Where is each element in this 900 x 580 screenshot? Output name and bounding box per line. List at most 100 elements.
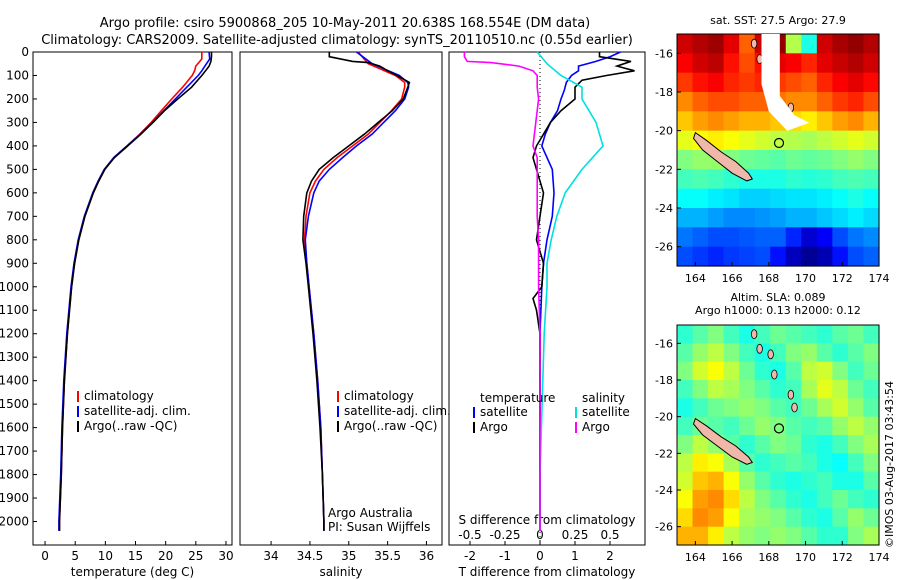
sla-map-cell: [847, 343, 865, 363]
timestamp-label: ©IMOS 03-Aug-2017 03:43:54: [883, 381, 896, 548]
sla-map-cell: [770, 325, 787, 344]
sla-map-cell: [770, 343, 787, 363]
sla-map-cell: [692, 343, 709, 363]
sst-map-cell: [739, 150, 756, 170]
sst-map-cell: [801, 227, 818, 248]
sla-map-cell: [677, 453, 694, 473]
sla-map-vanuatu-island: [791, 402, 798, 413]
sst-map-cell: [770, 208, 787, 228]
sst-map-cell: [692, 92, 709, 112]
sst-map-lon-tick-label: 170: [795, 272, 816, 285]
sst-map-lat-tick-label: -16: [655, 47, 673, 60]
sla-map-cell: [677, 343, 694, 363]
sst-map-new-caledonia-island: [692, 131, 754, 182]
sst-map-cell: [863, 92, 880, 112]
salinity-legend-entry: climatology: [344, 389, 414, 403]
sst-map-cell: [863, 208, 880, 228]
sst-map-lat-tick-label: -26: [655, 241, 673, 254]
sla-map-cell: [832, 416, 849, 436]
sla-map-cell: [863, 398, 880, 418]
sst-map-lon-tick-label: 174: [869, 272, 890, 285]
sst-map-lat-tick-label: -18: [655, 86, 673, 99]
sst-map-cell: [677, 227, 694, 248]
sst-map-cell: [863, 53, 880, 74]
sst-map-cell: [863, 227, 880, 248]
sla-map-cell: [677, 526, 694, 546]
sla-map-cell: [816, 361, 833, 381]
difference-legend-entry: satellite: [582, 405, 630, 419]
sla-map-cell: [863, 435, 880, 454]
sla-map-cell: [832, 526, 849, 546]
sla-map-cell: [739, 526, 756, 546]
sst-map-cell: [692, 227, 709, 248]
sst-map-cell: [723, 53, 740, 74]
temperature-plot-frame: [32, 51, 233, 546]
sla-map-cell: [832, 435, 849, 454]
pi-label: PI: Susan Wijffels: [328, 520, 430, 534]
depth-tick-label: 600: [6, 186, 29, 200]
salinity-x-tick-label: 35: [341, 549, 356, 563]
sla-map-cell: [863, 508, 880, 528]
temperature-line-Argo: [58, 52, 213, 531]
difference-t-tick-label: 1: [571, 549, 579, 563]
sla-map-cell: [739, 361, 756, 381]
sla-map-cell: [754, 380, 771, 399]
sst-map-cell: [723, 246, 740, 267]
sst-map-cell: [739, 227, 756, 248]
header-line-1: Argo profile: csiro 5900868_205 10-May-2…: [100, 16, 591, 31]
sst-map-cell: [816, 246, 833, 267]
sst-map-cell: [692, 111, 709, 132]
sst-map-cell: [847, 188, 865, 209]
sst-map-cell: [816, 169, 833, 190]
sst-map-cell: [847, 34, 865, 54]
sst-map-cell: [770, 169, 787, 190]
sst-map-cell: [832, 72, 849, 93]
sst-map-cell: [692, 246, 709, 267]
sst-map-cell: [832, 188, 849, 209]
sla-map-cell: [739, 398, 756, 418]
sst-map-cell: [708, 111, 725, 132]
sla-map-cell: [677, 471, 694, 491]
sla-map-cell: [801, 416, 818, 436]
temperature-x-tick-label: 20: [158, 549, 173, 563]
difference-legend-salinity-title: salinity: [582, 391, 625, 405]
sla-map-cell: [847, 453, 865, 473]
sla-map-cell: [708, 526, 725, 546]
sla-map-cell: [677, 490, 694, 509]
sst-map-cell: [708, 169, 725, 190]
sst-map-cell: [692, 34, 709, 54]
sst-map-lat-tick-label: -24: [655, 202, 673, 215]
sst-map-cell: [785, 188, 802, 209]
sla-map-cell: [677, 416, 694, 436]
sst-map-cell: [739, 92, 756, 112]
sst-map-missing-data: [761, 34, 810, 131]
sst-map-cell: [739, 53, 756, 74]
sla-map-lon-tick-label: 172: [832, 551, 853, 564]
sla-map-cell: [708, 490, 725, 509]
sst-map-cell: [708, 188, 725, 209]
sla-map-cell: [708, 453, 725, 473]
sst-map-vanuatu-island: [750, 38, 758, 49]
sla-map-cell: [739, 380, 756, 399]
sla-map-cell: [816, 490, 833, 509]
sla-map-cell: [832, 453, 849, 473]
sst-map-cell: [708, 227, 725, 248]
sst-map-cell: [785, 72, 802, 93]
sst-map-cell: [739, 72, 756, 93]
depth-tick-label: 1800: [0, 468, 29, 482]
sst-map-cell: [816, 72, 833, 93]
sla-map-cell: [832, 380, 849, 399]
sst-map-cell: [723, 188, 740, 209]
sst-map-cell: [863, 150, 880, 170]
sla-map-vanuatu-island: [756, 343, 763, 354]
temperature-legend-entry: Argo(..raw -QC): [84, 419, 177, 433]
sst-map-cell: [754, 188, 771, 209]
temperature-x-axis-label: temperature (deg C): [71, 565, 194, 579]
difference-s-axis-label: S difference from climatology: [459, 513, 636, 527]
sst-map-cell: [832, 246, 849, 267]
sst-map-cell: [785, 246, 802, 267]
sla-map-cell: [863, 343, 880, 363]
sla-map-cell: [816, 435, 833, 454]
difference-s-tick-label: 0: [536, 528, 544, 542]
